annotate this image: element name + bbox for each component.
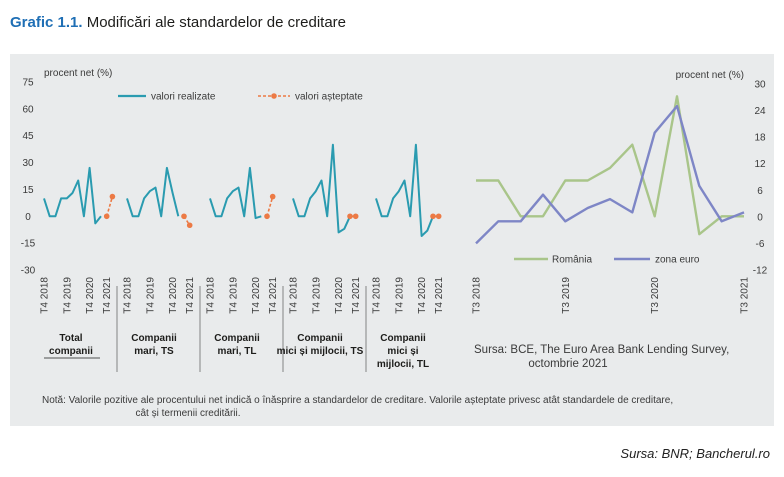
right-x-tick: T3 2018 — [472, 277, 483, 314]
legend-expected-marker — [271, 93, 277, 99]
left-x-tick: T4 2021 — [434, 277, 445, 314]
left-y-tick: 75 — [22, 78, 34, 89]
expected-point — [264, 213, 270, 220]
left-x-tick: T4 2018 — [206, 277, 217, 314]
chart-note: Notă: Valorile pozitive ale procentului … — [42, 395, 673, 406]
right-y-tick: 18 — [754, 133, 766, 144]
left-x-tick: T4 2019 — [311, 277, 322, 314]
group-label: Companii — [214, 333, 260, 344]
group-label: mici și — [387, 346, 418, 357]
chart-panel: 75 60 45 30 15 0 -15 -30 procent net (%) valori r… — [10, 54, 774, 426]
expected-point — [430, 213, 436, 220]
expected-point — [347, 213, 353, 220]
left-x-tick: T4 2021 — [185, 277, 196, 314]
left-x-tick: T4 2019 — [228, 277, 239, 314]
left-x-tick: T4 2019 — [394, 277, 405, 314]
group-label: mijlocii, TL — [377, 359, 429, 370]
expected-series-line — [105, 196, 114, 217]
left-x-tick: T4 2018 — [123, 277, 134, 314]
left-y-tick: -30 — [21, 266, 36, 277]
expected-series-line — [266, 196, 274, 217]
realized-series-line — [209, 166, 262, 220]
realized-series-line — [43, 166, 102, 225]
right-y-tick: 12 — [754, 159, 766, 170]
right-y-tick: 0 — [757, 212, 763, 223]
left-x-tick: T4 2021 — [351, 277, 362, 314]
left-y-tick: 15 — [22, 185, 34, 196]
expected-point — [269, 193, 276, 200]
expected-point — [435, 213, 442, 220]
right-x-tick: T3 2019 — [561, 277, 572, 314]
left-y-tick: 60 — [22, 104, 34, 115]
right-y-tick: -12 — [753, 266, 768, 277]
left-x-tick: T4 2021 — [102, 277, 113, 314]
right-y-tick: -6 — [756, 239, 765, 250]
group-label: Companii — [297, 333, 343, 344]
left-x-tick: T4 2020 — [251, 277, 262, 314]
title-text: Modificări ale standardelor de creditare — [86, 14, 347, 31]
chart-source: octombrie 2021 — [528, 358, 607, 370]
left-x-tick: T4 2020 — [168, 277, 179, 314]
right-x-tick: T3 2020 — [650, 277, 661, 314]
left-y-tick: -15 — [21, 239, 36, 250]
left-y-axis-label: procent net (%) — [44, 68, 112, 79]
legend-expected-label: valori așteptate — [295, 92, 363, 103]
left-y-tick: 0 — [25, 212, 31, 223]
left-x-tick: T4 2018 — [40, 277, 51, 314]
chart-source: Sursa: BCE, The Euro Area Bank Lending S… — [474, 344, 729, 356]
left-x-tick: T4 2019 — [145, 277, 156, 314]
left-x-tick: T4 2020 — [417, 277, 428, 314]
left-y-tick: 45 — [22, 131, 34, 142]
group-label: Companii — [380, 333, 426, 344]
legend-romania-label: România — [552, 255, 592, 266]
page-source: Sursa: BNR; Bancherul.ro — [620, 446, 770, 461]
left-x-tick: T4 2019 — [62, 277, 73, 314]
right-y-tick: 6 — [757, 186, 763, 197]
realized-series-line — [375, 143, 434, 237]
chart-note: cât și termenii creditării. — [135, 408, 240, 419]
group-label: Total — [59, 333, 82, 344]
expected-point — [181, 213, 187, 220]
realized-series-line — [292, 143, 351, 234]
realized-series-line — [126, 166, 180, 218]
group-label: mici și mijlocii, TS — [277, 346, 364, 357]
left-x-tick: T4 2020 — [334, 277, 345, 314]
series-line-zona-euro — [475, 104, 745, 245]
expected-point — [103, 213, 110, 220]
expected-point — [109, 193, 116, 200]
right-x-tick: T3 2021 — [740, 277, 751, 314]
left-x-tick: T4 2021 — [268, 277, 279, 314]
expected-point — [352, 213, 359, 220]
left-x-tick: T4 2018 — [372, 277, 383, 314]
left-x-tick: T4 2020 — [85, 277, 96, 314]
group-label: companii — [49, 346, 93, 357]
left-x-tick: T4 2018 — [289, 277, 300, 314]
group-label: mari, TS — [134, 346, 174, 357]
group-label: mari, TL — [218, 346, 257, 357]
right-y-axis-label: procent net (%) — [676, 70, 744, 81]
legend-realized-label: valori realizate — [151, 92, 216, 103]
legend-zona-euro-label: zona euro — [655, 255, 700, 266]
title-number: Grafic 1.1. — [10, 14, 83, 31]
right-y-tick: 24 — [754, 106, 766, 117]
series-line-romania — [476, 95, 744, 236]
expected-point — [186, 222, 193, 229]
group-label: Companii — [131, 333, 177, 344]
right-y-tick: 30 — [754, 80, 766, 91]
left-y-tick: 30 — [22, 158, 34, 169]
chart-title: Grafic 1.1. Modificări ale standardelor … — [10, 14, 346, 31]
